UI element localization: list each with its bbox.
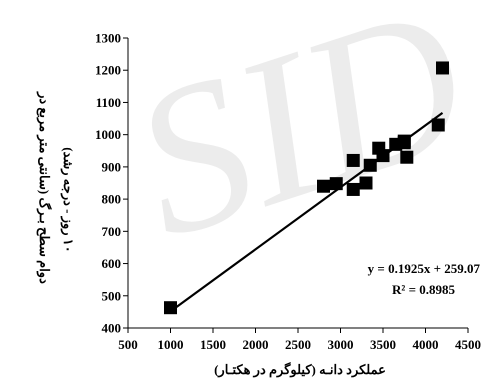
data-point bbox=[376, 149, 390, 163]
data-point bbox=[400, 150, 414, 164]
y-tick-label: 1300 bbox=[95, 31, 121, 46]
y-tick-label: 1200 bbox=[95, 63, 121, 78]
data-point bbox=[363, 158, 377, 172]
x-tick-label: 500 bbox=[118, 337, 138, 352]
y-tick-label: 900 bbox=[102, 159, 122, 174]
y-tick-label: 700 bbox=[102, 224, 122, 239]
data-points bbox=[164, 61, 449, 315]
y-tick-label: 1100 bbox=[96, 95, 121, 110]
y-axis-title-line1: دوام سطح بـرگ (سانتی متر مربع در bbox=[36, 91, 53, 284]
data-point bbox=[164, 301, 177, 315]
x-axis-title: عملکرد دانـه (کیلوگرم در هکتـار) bbox=[214, 361, 386, 378]
r-squared-label: R² = 0.8985 bbox=[392, 282, 455, 297]
x-tick-label: 4500 bbox=[455, 337, 481, 352]
y-tick-label: 800 bbox=[102, 192, 122, 207]
y-tick-label: 1000 bbox=[95, 127, 121, 142]
y-axis-title-line2: ۱۰ روز - درجه رشد) bbox=[60, 147, 76, 253]
trendline-equation: y = 0.1925x + 259.07 bbox=[368, 261, 481, 276]
x-tick-label: 1500 bbox=[200, 337, 226, 352]
data-point bbox=[317, 179, 330, 193]
data-point bbox=[359, 176, 373, 190]
watermark: SID bbox=[108, 0, 490, 283]
data-point bbox=[436, 61, 449, 75]
y-tick-label: 400 bbox=[102, 321, 122, 336]
x-tick-label: 1000 bbox=[158, 337, 184, 352]
x-tick-label: 3500 bbox=[370, 337, 396, 352]
x-tick-label: 2000 bbox=[243, 337, 269, 352]
data-point bbox=[431, 118, 445, 132]
data-point bbox=[346, 153, 360, 167]
data-point bbox=[397, 136, 411, 150]
y-tick-label: 600 bbox=[102, 256, 122, 271]
y-tick-label: 500 bbox=[102, 288, 122, 303]
data-point bbox=[346, 182, 360, 196]
x-tick-label: 2500 bbox=[285, 337, 311, 352]
x-tick-label: 4000 bbox=[413, 337, 439, 352]
x-axis-ticks: 500 1000 1500 2000 2500 3000 3500 4000 4500 bbox=[118, 328, 481, 352]
x-tick-label: 3000 bbox=[328, 337, 354, 352]
data-point bbox=[329, 177, 343, 191]
y-axis-ticks: 400 500 600 700 800 900 1000 1100 1200 1300 bbox=[95, 31, 128, 336]
